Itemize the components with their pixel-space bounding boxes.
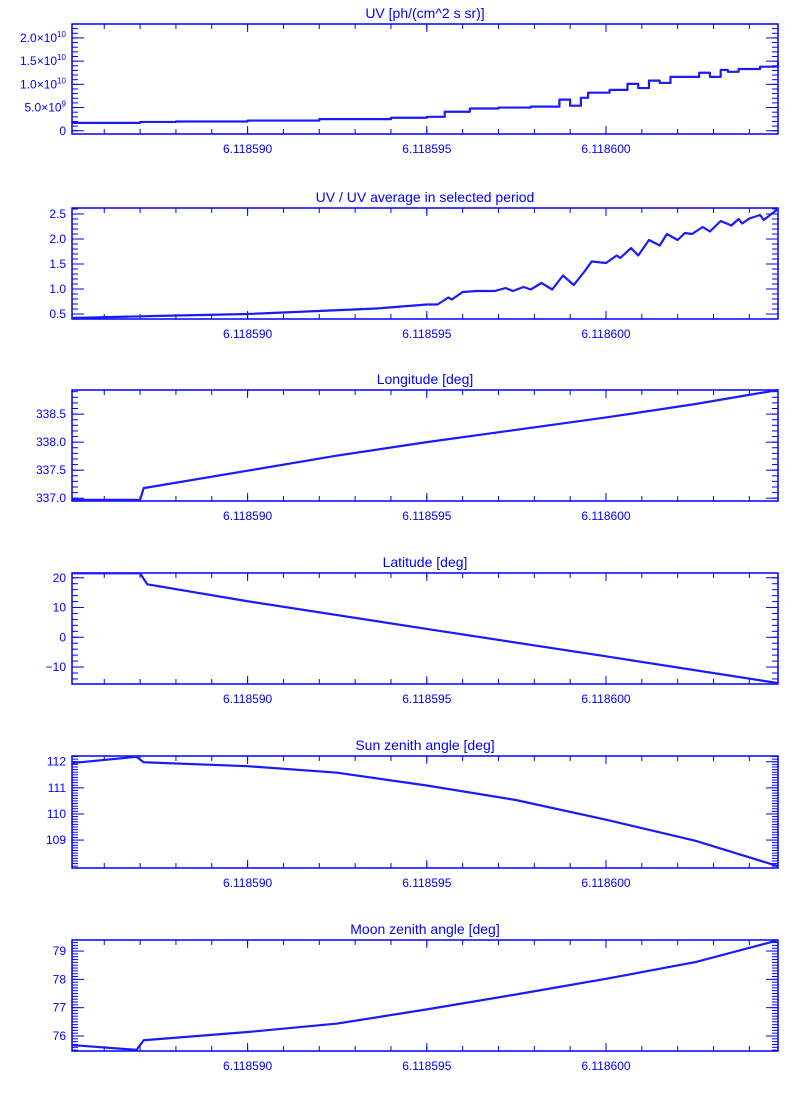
data-series-line <box>72 62 780 124</box>
y-tick-label: 77 <box>53 1001 67 1015</box>
plot-frame <box>71 939 779 1052</box>
y-tick-label: 5.0×109 <box>25 100 67 115</box>
data-series-line <box>72 388 779 501</box>
y-tick-label: 1.0 <box>49 282 66 296</box>
x-tick-label: 6.118590 <box>223 692 272 706</box>
plot-frame <box>71 755 779 869</box>
y-tick-label: 1.0×1010 <box>20 76 66 91</box>
x-tick-label: 6.118590 <box>223 509 272 523</box>
y-tick-label: 78 <box>53 972 67 986</box>
data-series-line <box>72 572 779 685</box>
y-tick-label: 337.5 <box>36 463 66 477</box>
y-tick-label: 338.0 <box>36 435 66 449</box>
x-tick-label: 6.118590 <box>223 876 272 890</box>
panel-3: Longitude [deg] 6.118590 6.118595 6.118600 3… <box>36 371 779 523</box>
y-tick-label: 109 <box>46 833 66 847</box>
x-tick-label: 6.118595 <box>402 327 451 341</box>
y-tick-label: 2.5 <box>49 207 66 221</box>
x-tick-label: 6.118600 <box>581 142 630 156</box>
y-tick-label: 1.5×1010 <box>20 53 66 68</box>
y-tick-label: 79 <box>53 944 67 958</box>
x-tick-label: 6.118595 <box>402 142 451 156</box>
plot-frame <box>71 572 779 685</box>
x-tick-label: 6.118590 <box>223 1059 272 1073</box>
data-series-line <box>71 208 779 320</box>
x-tick-label: 6.118600 <box>581 692 630 706</box>
data-series-line <box>71 939 779 1051</box>
y-tick-label: 2.0×1010 <box>20 30 66 45</box>
plot-frame <box>71 207 779 320</box>
x-tick-label: 6.118595 <box>402 509 451 523</box>
x-tick-label: 6.118590 <box>223 142 272 156</box>
panel-5: Sun zenith angle [deg] 6.118590 6.118595 6.… <box>46 737 779 890</box>
y-tick-label: 0 <box>59 124 66 138</box>
x-tick-label: 6.118595 <box>402 876 451 890</box>
y-tick-exponent: 10 <box>57 76 66 85</box>
panel-title: UV / UV average in selected period <box>316 189 535 205</box>
y-tick-label: 112 <box>47 755 66 769</box>
plot-frame <box>71 389 779 502</box>
y-tick-label: 0 <box>59 630 66 644</box>
y-tick-label: 10 <box>53 601 67 615</box>
y-tick-label: 1.5 <box>49 257 66 271</box>
x-tick-label: 6.118590 <box>223 327 272 341</box>
panel-title: Moon zenith angle [deg] <box>350 921 499 937</box>
y-tick-label: 337.0 <box>36 491 66 505</box>
y-tick-label: 111 <box>48 781 67 795</box>
panel-6: Moon zenith angle [deg] 6.118590 6.118595 6… <box>53 921 779 1073</box>
panel-2: UV / UV average in selected period 6.1185… <box>49 189 779 341</box>
x-tick-label: 6.118595 <box>402 1059 451 1073</box>
x-tick-label: 6.118600 <box>581 509 630 523</box>
y-tick-exponent: 10 <box>57 30 66 39</box>
y-tick-exponent: 10 <box>57 53 66 62</box>
y-tick-label: 110 <box>47 807 66 821</box>
y-tick-label: 338.5 <box>36 407 66 421</box>
y-tick-label: 2.0 <box>49 232 66 246</box>
panel-title: Longitude [deg] <box>377 371 474 387</box>
x-tick-label: 6.118600 <box>581 1059 630 1073</box>
panel-title: Latitude [deg] <box>383 554 468 570</box>
panel-title: UV [ph/(cm^2 s sr)] <box>365 5 484 21</box>
y-tick-label: −10 <box>46 660 67 674</box>
plot-frame <box>71 23 779 135</box>
y-tick-exponent: 9 <box>62 100 67 109</box>
y-tick-label: 20 <box>53 571 67 585</box>
panel-title: Sun zenith angle [deg] <box>355 737 494 753</box>
panel-1: UV [ph/(cm^2 s sr)] 6.118590 6.118595 6.118… <box>20 5 780 156</box>
x-tick-label: 6.118600 <box>581 876 630 890</box>
y-tick-label: 0.5 <box>49 307 66 321</box>
data-series-line <box>71 755 779 868</box>
x-tick-label: 6.118600 <box>581 327 630 341</box>
x-tick-label: 6.118595 <box>402 692 451 706</box>
y-tick-label: 76 <box>53 1029 67 1043</box>
panel-4: Latitude [deg] 6.118590 6.118595 6.118600 −1… <box>46 554 779 706</box>
